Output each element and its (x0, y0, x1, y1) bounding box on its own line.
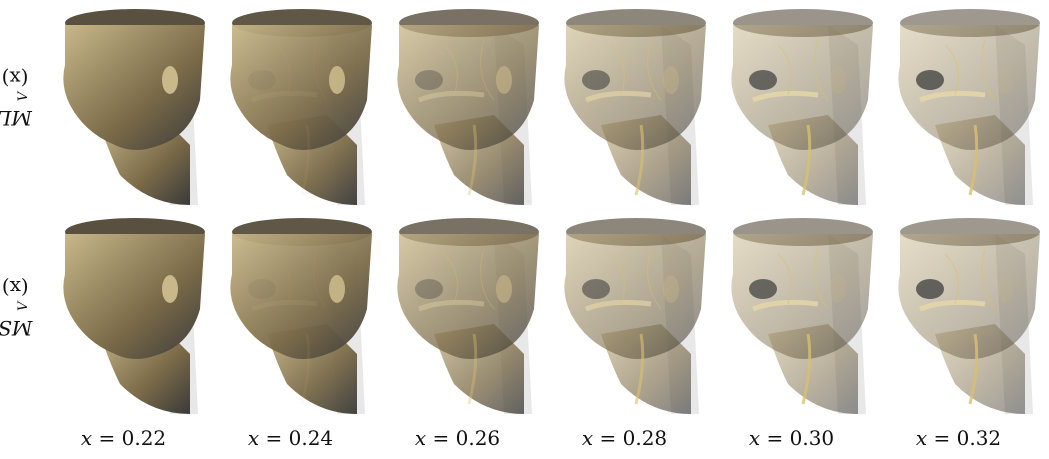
caption-equals: = (92, 426, 122, 450)
caption-variable: x (581, 426, 594, 450)
rendered-head-image-r1-c6 (875, 5, 1042, 210)
rendered-head-image-r2-c5 (708, 214, 875, 419)
rendered-head-image-r1-c3 (374, 5, 541, 210)
caption-value: 0.22 (121, 426, 167, 450)
caption-value: 0.30 (789, 426, 835, 450)
rendered-head-image-r2-c3 (374, 214, 541, 419)
rendered-head-image-r2-c1 (40, 214, 207, 419)
caption-value: 0.32 (956, 426, 1002, 450)
image-row-ml (40, 5, 1042, 210)
column-caption: x = 0.32 (875, 426, 1042, 450)
column-caption: x = 0.22 (40, 426, 207, 450)
row-label-ms: MSV(x) (0, 276, 33, 341)
image-row-ms (40, 214, 1042, 419)
caption-variable: x (915, 426, 928, 450)
column-caption: x = 0.26 (374, 426, 541, 450)
rendered-head-image-r1-c1 (40, 5, 207, 210)
caption-variable: x (80, 426, 93, 450)
row-label-ml: MLV(x) (0, 66, 32, 131)
column-caption: x = 0.30 (708, 426, 875, 450)
caption-equals: = (927, 426, 957, 450)
caption-value: 0.28 (622, 426, 668, 450)
rendered-head-image-r1-c2 (207, 5, 374, 210)
column-caption: x = 0.24 (207, 426, 374, 450)
caption-equals: = (760, 426, 790, 450)
caption-value: 0.26 (455, 426, 501, 450)
rendered-head-image-r1-c4 (541, 5, 708, 210)
rendered-head-image-r2-c2 (207, 214, 374, 419)
column-caption: x = 0.28 (541, 426, 708, 450)
caption-variable: x (247, 426, 260, 450)
caption-variable: x (748, 426, 761, 450)
rendered-head-image-r1-c5 (708, 5, 875, 210)
caption-equals: = (259, 426, 289, 450)
caption-value: 0.24 (288, 426, 334, 450)
column-captions: x = 0.22 x = 0.24 x = 0.26 x = 0.28 x = 0.30… (40, 426, 1042, 450)
caption-equals: = (593, 426, 623, 450)
caption-equals: = (426, 426, 456, 450)
caption-variable: x (414, 426, 427, 450)
rendered-head-image-r2-c4 (541, 214, 708, 419)
rendered-head-image-r2-c6 (875, 214, 1042, 419)
